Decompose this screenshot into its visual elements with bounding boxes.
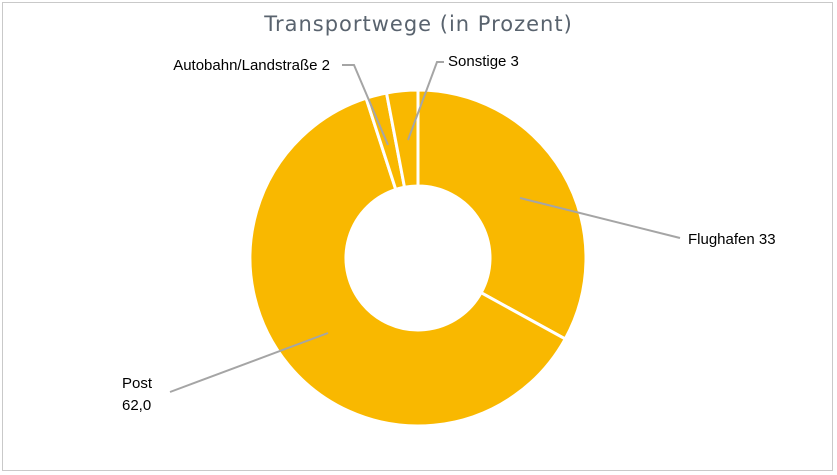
leader-line [169,332,329,393]
leader-line [519,197,681,239]
donut-slice [384,88,420,190]
slice-label: Sonstige 3 [448,53,519,70]
slice-label: Autobahn/Landstraße 2 [173,57,330,74]
chart-title: Transportwege (in Prozent) [264,12,573,36]
leader-line [407,61,444,141]
slice-label: Post [122,375,153,392]
slice-label: Flughafen 33 [688,231,776,248]
donut-slice [248,96,568,428]
slice-label: 62,0 [122,397,151,414]
donut-slice [416,88,588,341]
leader-line [342,64,389,146]
